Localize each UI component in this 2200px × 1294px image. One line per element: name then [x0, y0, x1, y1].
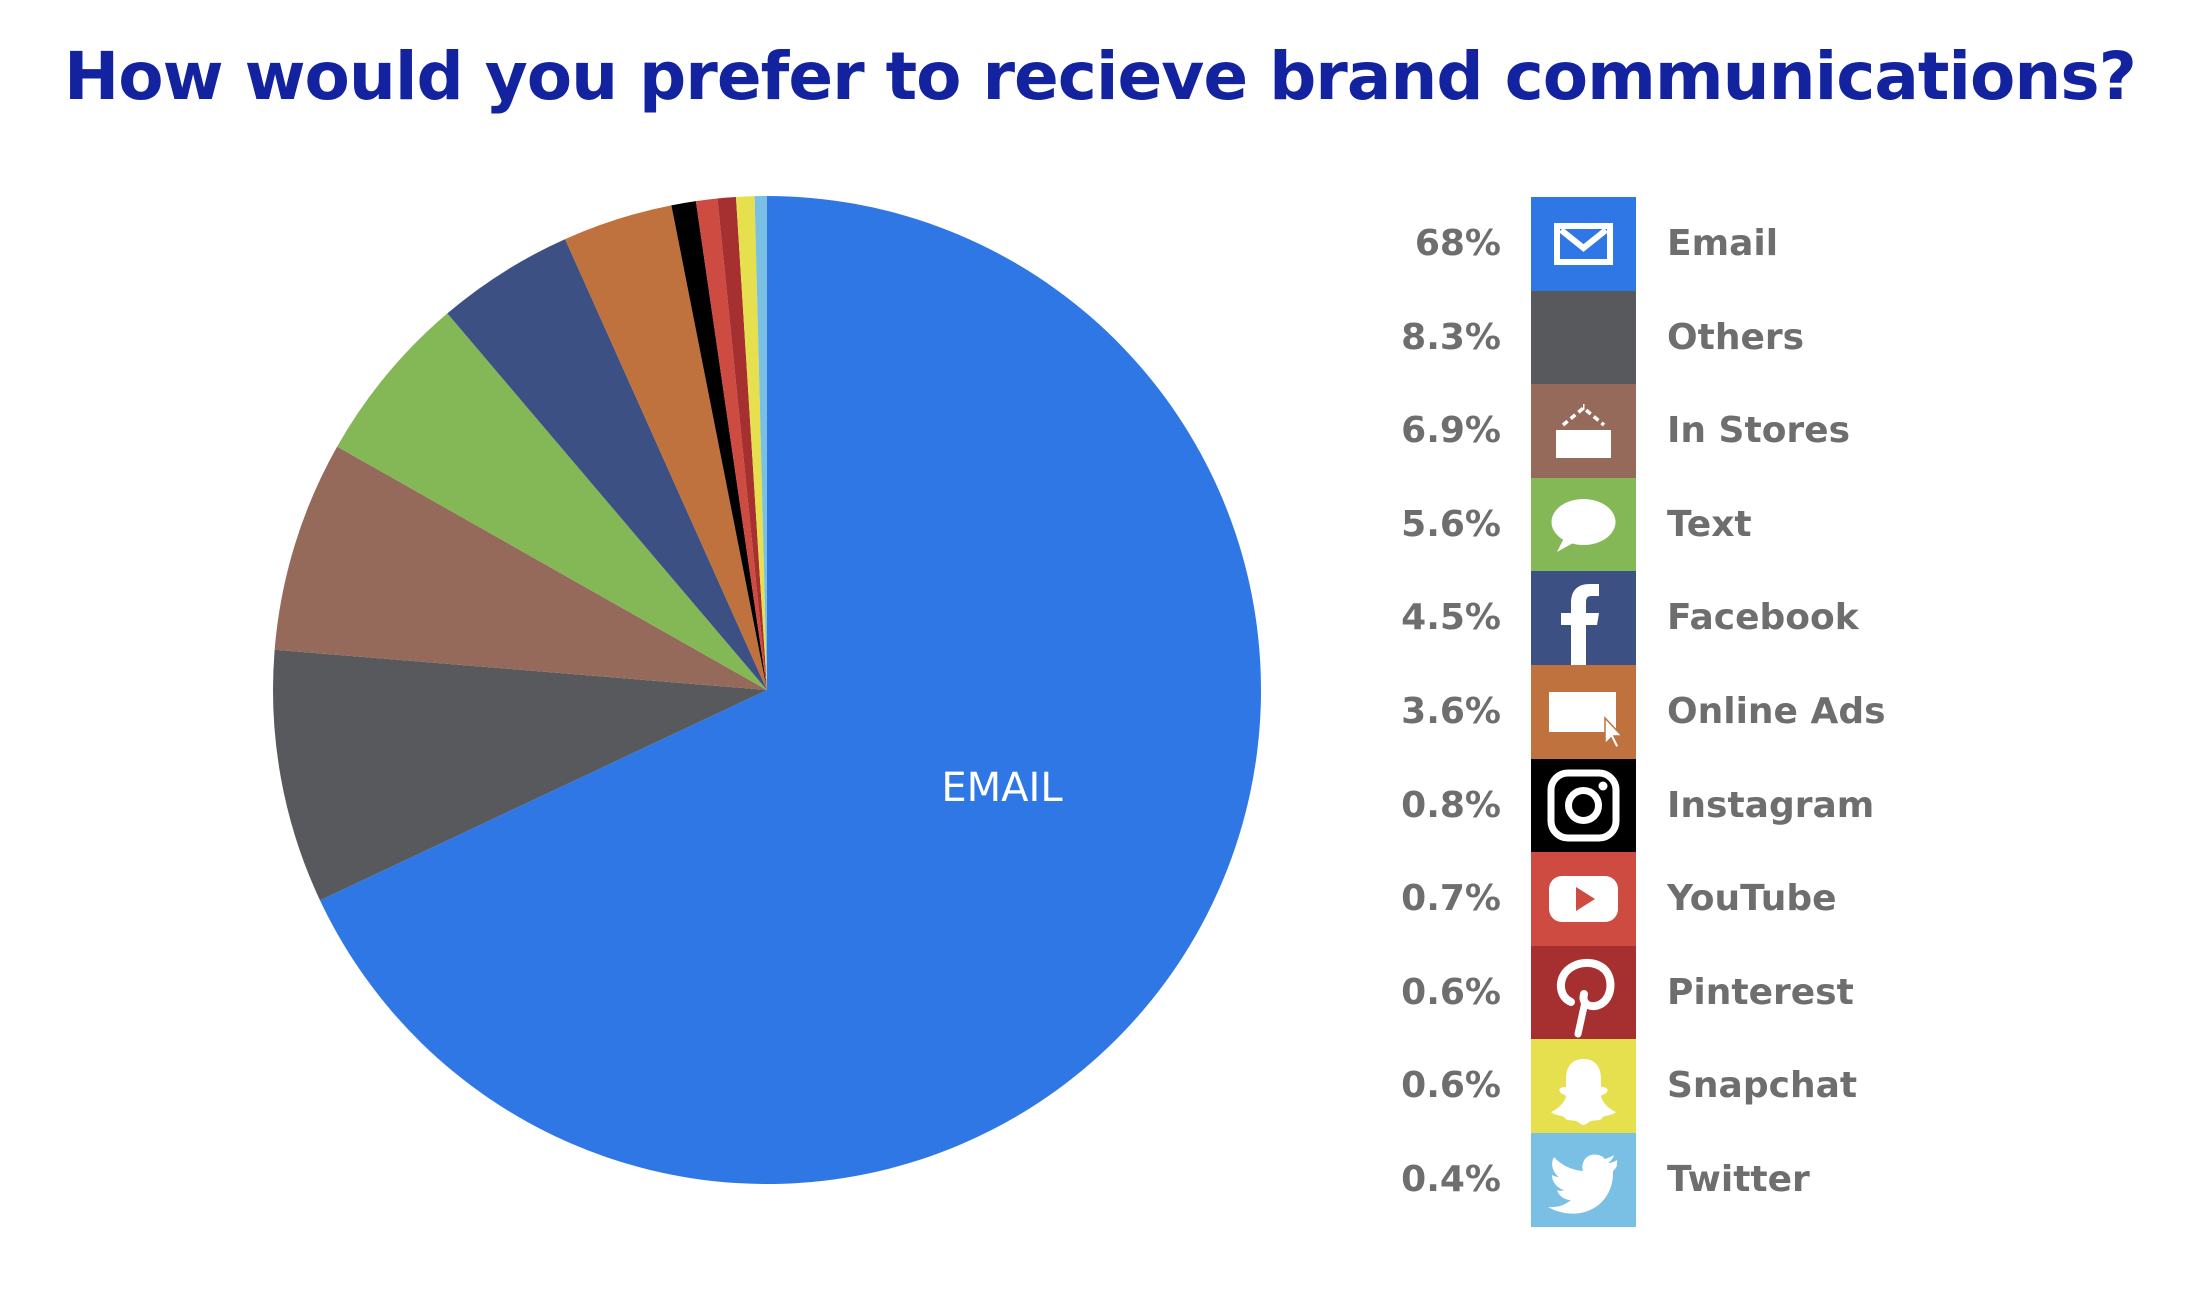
- pie-slice-twitter: [754, 196, 767, 690]
- pie-slice-text: [337, 313, 767, 690]
- pie-slice-youtube: [695, 198, 767, 691]
- legend-value: 0.6%: [1401, 971, 1501, 1013]
- legend-label: Email: [1667, 223, 1779, 264]
- youtube-icon: [1549, 876, 1618, 923]
- legend-swatch: [1531, 290, 1636, 385]
- legend-swatch: [1531, 758, 1636, 853]
- legend-item-twitter: 0.4% Twitter: [1380, 1133, 2080, 1227]
- legend-label: YouTube: [1667, 878, 1837, 920]
- twitter-icon: [1548, 1154, 1617, 1214]
- legend-value: 0.4%: [1401, 1159, 1501, 1200]
- legend-item-online-ads: 3.6% Online Ads: [1380, 665, 2080, 759]
- pie-slice-facebook: [447, 239, 767, 690]
- legend-label: Pinterest: [1667, 971, 1854, 1013]
- pie-slice-snapchat: [735, 196, 767, 690]
- storefront-icon: [1556, 404, 1611, 459]
- legend-label: Instagram: [1667, 784, 1875, 826]
- legend-swatch: [1531, 384, 1636, 479]
- slice-label-email: EMAIL: [941, 765, 1063, 811]
- legend-value: 0.7%: [1401, 878, 1501, 920]
- legend-item-pinterest: 0.6% Pinterest: [1380, 945, 2080, 1040]
- instagram-icon: [1547, 769, 1620, 842]
- legend-item-snapchat: 0.6% Snapchat: [1380, 1039, 2080, 1134]
- legend-label: Facebook: [1667, 597, 1859, 639]
- chart-title: How would you prefer to recieve brand co…: [64, 38, 2137, 115]
- legend-label: Online Ads: [1667, 691, 1886, 732]
- pie-slice-instagram: [671, 201, 767, 690]
- pie-slice-others: [273, 649, 767, 901]
- legend-swatch: [1531, 477, 1636, 572]
- legend-item-in-stores: 6.9% In Stores: [1380, 384, 2080, 479]
- legend-label: In Stores: [1667, 410, 1851, 452]
- pie-slice-online-ads: [565, 205, 767, 690]
- facebook-icon: [1561, 584, 1599, 666]
- legend-label: Snapchat: [1667, 1065, 1858, 1107]
- legend-value: 4.5%: [1401, 597, 1501, 639]
- legend-swatch: [1531, 1039, 1636, 1134]
- legend-label: Text: [1667, 503, 1752, 545]
- legend-label: Twitter: [1667, 1159, 1810, 1200]
- legend-swatch: [1531, 852, 1636, 947]
- legend-item-facebook: 4.5% Facebook: [1380, 571, 2080, 666]
- legend-swatch: [1531, 665, 1636, 759]
- pie-slice-pinterest: [717, 196, 767, 690]
- legend-item-youtube: 0.7% YouTube: [1380, 852, 2080, 947]
- speech-bubble-icon: [1551, 498, 1616, 552]
- legend-value: 5.6%: [1401, 503, 1501, 545]
- legend-value: 6.9%: [1401, 410, 1501, 452]
- legend-item-email: 68% Email: [1380, 197, 2080, 291]
- pie-slice-email: [320, 196, 1262, 1185]
- legend-swatch: [1531, 571, 1636, 666]
- legend-swatch: [1531, 197, 1636, 291]
- pie-slice-in-stores: [274, 446, 767, 690]
- legend-item-text: 5.6% Text: [1380, 477, 2080, 572]
- legend-value: 3.6%: [1401, 691, 1501, 732]
- browser-cursor-icon: [1549, 692, 1624, 750]
- legend-value: 68%: [1414, 223, 1501, 264]
- legend-swatch: [1531, 945, 1636, 1040]
- legend-value: 8.3%: [1401, 316, 1501, 358]
- legend-swatch: [1531, 1133, 1636, 1227]
- snapchat-icon: [1551, 1059, 1616, 1126]
- envelope-icon: [1554, 223, 1613, 265]
- legend-item-others: 8.3% Others: [1380, 290, 2080, 385]
- legend-value: 0.6%: [1401, 1065, 1501, 1107]
- legend-value: 0.8%: [1401, 784, 1501, 826]
- legend-label: Others: [1667, 316, 1805, 358]
- legend-item-instagram: 0.8% Instagram: [1380, 758, 2080, 853]
- pinterest-icon: [1556, 958, 1615, 1038]
